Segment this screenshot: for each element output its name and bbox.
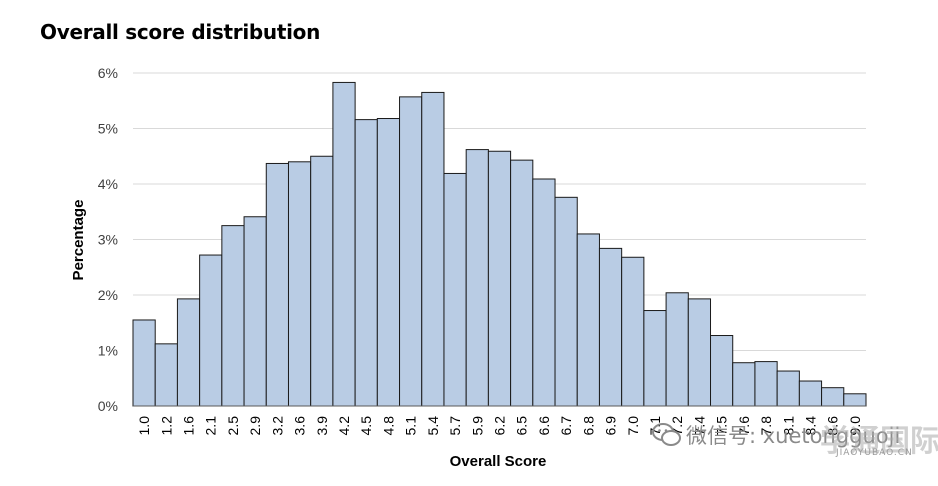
x-tick-label: 2.5: [225, 416, 241, 436]
bar: [687, 298, 712, 407]
y-tick-label: 4%: [98, 176, 118, 192]
bar: [776, 370, 800, 407]
bar: [154, 343, 178, 407]
x-tick-label: 6.9: [603, 416, 619, 436]
x-tick-label: 7.4: [691, 416, 707, 436]
y-tick-labels: 0% 1% 2% 3% 4% 5% 6%: [98, 65, 118, 414]
x-tick-label: 4.2: [336, 416, 352, 436]
y-axis-label: Percentage: [70, 200, 87, 281]
x-tick-label: 8.6: [825, 416, 841, 436]
x-tick-label: 3.6: [292, 416, 308, 436]
x-tick-label: 7.0: [625, 416, 641, 436]
x-tick-label: 1.0: [136, 416, 152, 436]
x-tick-label: 4.5: [358, 416, 374, 436]
y-tick-label: 1%: [98, 343, 118, 359]
bar: [665, 292, 689, 407]
bar: [798, 380, 823, 407]
x-tick-label: 1.2: [158, 416, 174, 436]
x-tick-label: 1.6: [181, 416, 197, 436]
bar: [732, 362, 756, 407]
x-tick-label: 6.2: [492, 416, 508, 436]
bar: [221, 225, 245, 407]
bar: [399, 96, 423, 407]
wechat-icon: [652, 423, 681, 446]
bar: [465, 149, 489, 407]
x-tick-label: 6.8: [580, 416, 596, 436]
x-tick-label: 7.8: [758, 416, 774, 436]
bar: [265, 162, 289, 407]
watermark-logo: 学通国际: [820, 424, 938, 459]
y-tick-label: 2%: [98, 287, 118, 303]
x-tick-label: 5.1: [403, 416, 419, 436]
bar: [843, 393, 867, 407]
bar: [576, 233, 600, 407]
x-tick-label: 7.5: [714, 416, 730, 436]
x-tick-label: 8.4: [802, 416, 818, 436]
bar: [176, 298, 201, 407]
watermark-sub: JIAOYUBAO.CN: [836, 448, 913, 458]
bar: [310, 155, 334, 407]
x-tick-label: 5.9: [469, 416, 485, 436]
x-tick-label: 2.9: [247, 416, 263, 436]
bar: [621, 256, 645, 407]
watermark-text: 微信号: xuetongguoji: [686, 424, 901, 448]
x-tick-label: 6.5: [514, 416, 530, 436]
bar: [598, 247, 623, 407]
bar: [287, 161, 312, 407]
y-tick-label: 0%: [98, 398, 118, 414]
x-tick-label: 5.7: [447, 416, 463, 436]
x-tick-label: 9.0: [847, 416, 863, 436]
bar: [421, 91, 445, 407]
bar: [821, 387, 845, 407]
bar: [132, 319, 156, 407]
x-tick-label: 4.8: [380, 416, 396, 436]
bar: [487, 150, 512, 407]
bar: [443, 172, 467, 407]
x-tick-labels: 1.0 1.2 1.6 2.1 2.5 2.9 3.2 3.6 3.9 4.2 4.5 4.8 5.1 5…: [136, 416, 863, 436]
bar: [332, 81, 356, 407]
x-axis-label: Overall Score: [450, 453, 547, 470]
watermark: 微信号: xuetongguoji 学通国际 JIAOYUBAO.CN: [652, 418, 938, 468]
bar: [376, 118, 401, 407]
x-tick-label: 7.6: [736, 416, 752, 436]
y-tick-label: 3%: [98, 232, 118, 248]
x-tick-label: 6.6: [536, 416, 552, 436]
bar: [243, 216, 267, 407]
y-tick-label: 5%: [98, 121, 118, 137]
x-tick-label: 8.1: [780, 416, 796, 436]
x-tick-label: 3.9: [314, 416, 330, 436]
chart-title: Overall score distribution: [40, 20, 321, 44]
bar: [710, 335, 734, 407]
bar: [554, 196, 578, 407]
bar: [754, 361, 778, 407]
x-tick-label: 5.4: [425, 416, 441, 436]
bar: [643, 310, 667, 407]
bars: [132, 81, 867, 407]
y-tick-label: 6%: [98, 65, 118, 81]
x-tick-label: 6.7: [558, 416, 574, 436]
x-tick-label: 2.1: [203, 416, 219, 436]
bar: [510, 159, 534, 407]
bar: [354, 119, 378, 407]
x-tick-label: 3.2: [269, 416, 285, 436]
bar: [532, 178, 556, 407]
bar: [199, 254, 223, 407]
